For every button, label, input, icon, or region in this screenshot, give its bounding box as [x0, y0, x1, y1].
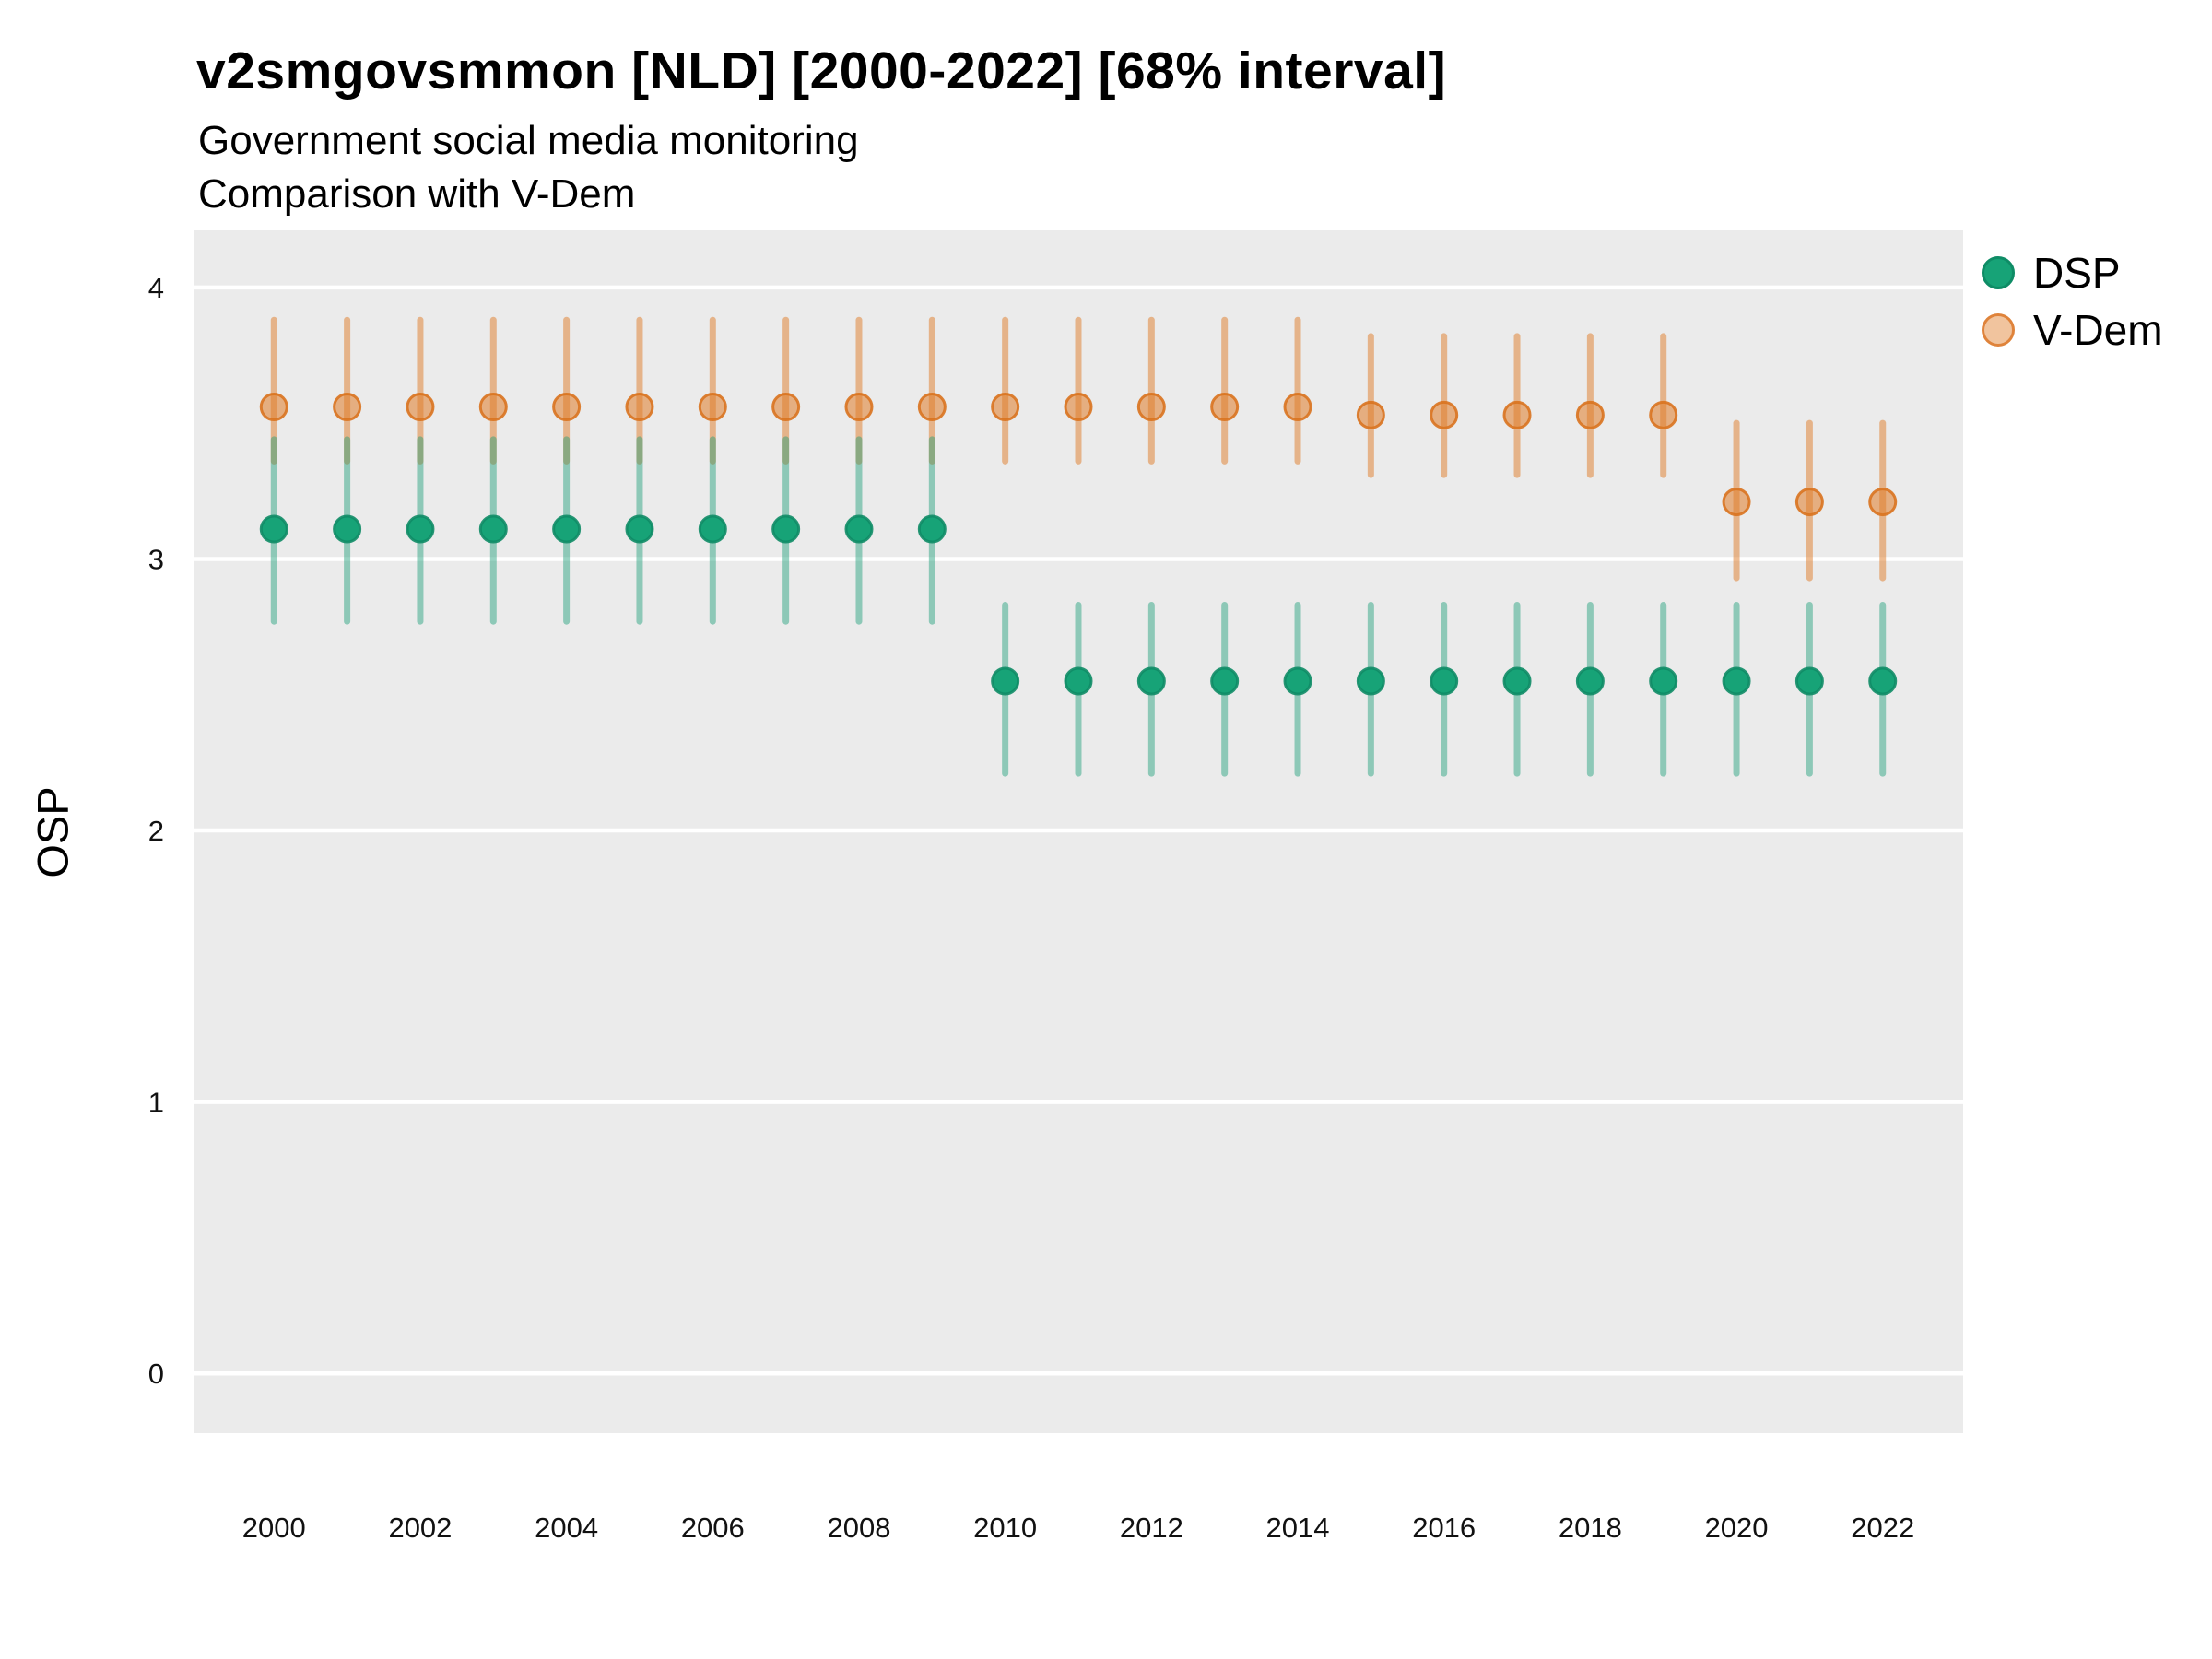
data-point-dsp-2004 [552, 514, 582, 544]
data-point-vdem-2005 [625, 392, 654, 421]
data-point-dsp-2018 [1575, 666, 1605, 696]
y-tick-label: 3 [148, 543, 164, 575]
data-point-dsp-2012 [1136, 666, 1166, 696]
data-point-vdem-2006 [698, 392, 727, 421]
data-point-dsp-2019 [1649, 666, 1678, 696]
data-point-vdem-2003 [478, 392, 508, 421]
x-tick-label: 2010 [973, 1512, 1037, 1544]
x-tick-label: 2008 [827, 1512, 890, 1544]
data-point-vdem-2014 [1283, 392, 1312, 421]
data-point-dsp-2010 [991, 666, 1020, 696]
x-tick-label: 2004 [535, 1512, 598, 1544]
data-point-vdem-2022 [1868, 488, 1898, 517]
data-point-dsp-2000 [259, 514, 288, 544]
data-point-vdem-2021 [1794, 488, 1824, 517]
chart-subtitle-comparison: Comparison with V-Dem [198, 171, 636, 217]
y-tick-label: 4 [148, 272, 164, 304]
x-tick-label: 2020 [1705, 1512, 1769, 1544]
legend-swatch-dsp-icon [1982, 256, 2015, 289]
data-point-vdem-2008 [844, 392, 874, 421]
data-point-dsp-2021 [1794, 666, 1824, 696]
data-point-vdem-2010 [991, 392, 1020, 421]
data-point-vdem-2016 [1430, 400, 1459, 429]
data-point-dsp-2014 [1283, 666, 1312, 696]
data-point-vdem-2002 [406, 392, 435, 421]
data-point-dsp-2007 [771, 514, 801, 544]
legend-item-vdem: V-Dem [1982, 306, 2163, 354]
x-tick-label: 2022 [1851, 1512, 1914, 1544]
data-point-vdem-2013 [1210, 392, 1240, 421]
x-tick-label: 2014 [1266, 1512, 1330, 1544]
legend: DSP V-Dem [1982, 249, 2163, 354]
data-point-dsp-2002 [406, 514, 435, 544]
legend-label-vdem: V-Dem [2033, 306, 2163, 354]
data-point-vdem-2004 [552, 392, 582, 421]
y-tick-label: 1 [148, 1087, 164, 1119]
legend-swatch-vdem-icon [1982, 313, 2015, 347]
chart-subtitle: Government social media monitoring [198, 118, 859, 163]
data-point-dsp-2005 [625, 514, 654, 544]
chart-title: v2smgovsmmon [NLD] [2000-2022] [68% inte… [196, 41, 1447, 100]
data-point-vdem-2020 [1722, 488, 1751, 517]
legend-label-dsp: DSP [2033, 249, 2121, 297]
data-point-dsp-2001 [333, 514, 362, 544]
y-tick-label: 0 [148, 1358, 164, 1390]
data-point-dsp-2006 [698, 514, 727, 544]
x-tick-label: 2018 [1559, 1512, 1622, 1544]
data-point-dsp-2009 [917, 514, 947, 544]
data-point-vdem-2011 [1064, 392, 1093, 421]
x-tick-label: 2002 [388, 1512, 452, 1544]
x-tick-label: 2000 [242, 1512, 306, 1544]
data-point-vdem-2019 [1649, 400, 1678, 429]
data-point-vdem-2001 [333, 392, 362, 421]
data-point-vdem-2007 [771, 392, 801, 421]
data-point-dsp-2022 [1868, 666, 1898, 696]
data-point-dsp-2008 [844, 514, 874, 544]
data-point-vdem-2017 [1502, 400, 1532, 429]
data-point-dsp-2016 [1430, 666, 1459, 696]
data-point-dsp-2017 [1502, 666, 1532, 696]
data-point-vdem-2015 [1356, 400, 1385, 429]
legend-item-dsp: DSP [1982, 249, 2163, 297]
y-tick-label: 2 [148, 815, 164, 847]
data-point-vdem-2018 [1575, 400, 1605, 429]
x-tick-label: 2016 [1412, 1512, 1476, 1544]
data-point-dsp-2015 [1356, 666, 1385, 696]
data-point-dsp-2020 [1722, 666, 1751, 696]
data-point-dsp-2013 [1210, 666, 1240, 696]
x-tick-label: 2006 [681, 1512, 745, 1544]
data-point-vdem-2009 [917, 392, 947, 421]
data-point-dsp-2003 [478, 514, 508, 544]
data-point-vdem-2012 [1136, 392, 1166, 421]
data-point-dsp-2011 [1064, 666, 1093, 696]
x-tick-label: 2012 [1120, 1512, 1183, 1544]
data-point-vdem-2000 [259, 392, 288, 421]
